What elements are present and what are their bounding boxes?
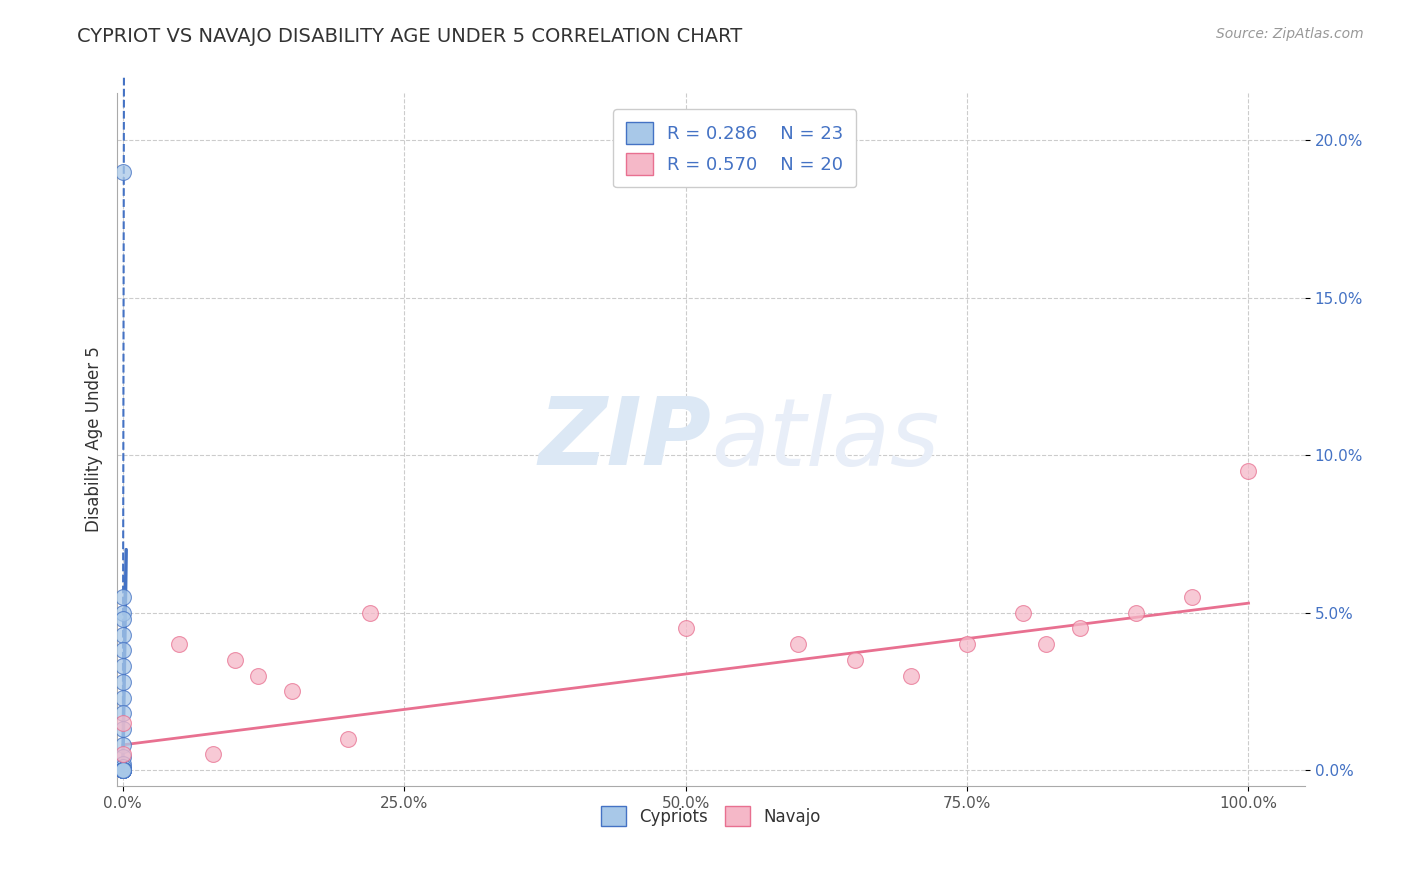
Point: [336, 731, 359, 746]
Text: atlas: atlas: [711, 394, 939, 485]
Point: [111, 763, 134, 777]
Point: [280, 684, 302, 698]
Point: [167, 637, 190, 651]
Text: CYPRIOT VS NAVAJO DISABILITY AGE UNDER 5 CORRELATION CHART: CYPRIOT VS NAVAJO DISABILITY AGE UNDER 5…: [77, 27, 742, 45]
Point: [111, 715, 134, 730]
Point: [111, 763, 134, 777]
Point: [111, 722, 134, 736]
Point: [359, 606, 381, 620]
Point: [201, 747, 224, 762]
Point: [111, 590, 134, 604]
Point: [1012, 606, 1035, 620]
Point: [111, 763, 134, 777]
Point: [111, 760, 134, 774]
Point: [111, 627, 134, 641]
Point: [844, 653, 866, 667]
Point: [111, 738, 134, 752]
Point: [111, 643, 134, 657]
Point: [111, 747, 134, 762]
Point: [1125, 606, 1147, 620]
Point: [111, 763, 134, 777]
Point: [1181, 590, 1204, 604]
Y-axis label: Disability Age Under 5: Disability Age Under 5: [86, 346, 103, 533]
Point: [111, 165, 134, 179]
Point: [111, 756, 134, 771]
Text: ZIP: ZIP: [538, 393, 711, 485]
Point: [111, 690, 134, 705]
Point: [111, 763, 134, 777]
Text: Source: ZipAtlas.com: Source: ZipAtlas.com: [1216, 27, 1364, 41]
Legend: Cypriots, Navajo: Cypriots, Navajo: [595, 799, 827, 833]
Point: [956, 637, 979, 651]
Point: [111, 606, 134, 620]
Point: [111, 763, 134, 777]
Point: [246, 668, 269, 682]
Point: [675, 621, 697, 635]
Point: [111, 612, 134, 626]
Point: [787, 637, 810, 651]
Point: [111, 763, 134, 777]
Point: [111, 706, 134, 721]
Point: [111, 659, 134, 673]
Point: [1237, 464, 1260, 478]
Point: [1069, 621, 1091, 635]
Point: [111, 750, 134, 764]
Point: [1035, 637, 1057, 651]
Point: [900, 668, 922, 682]
Point: [111, 674, 134, 689]
Point: [224, 653, 246, 667]
Point: [111, 763, 134, 777]
